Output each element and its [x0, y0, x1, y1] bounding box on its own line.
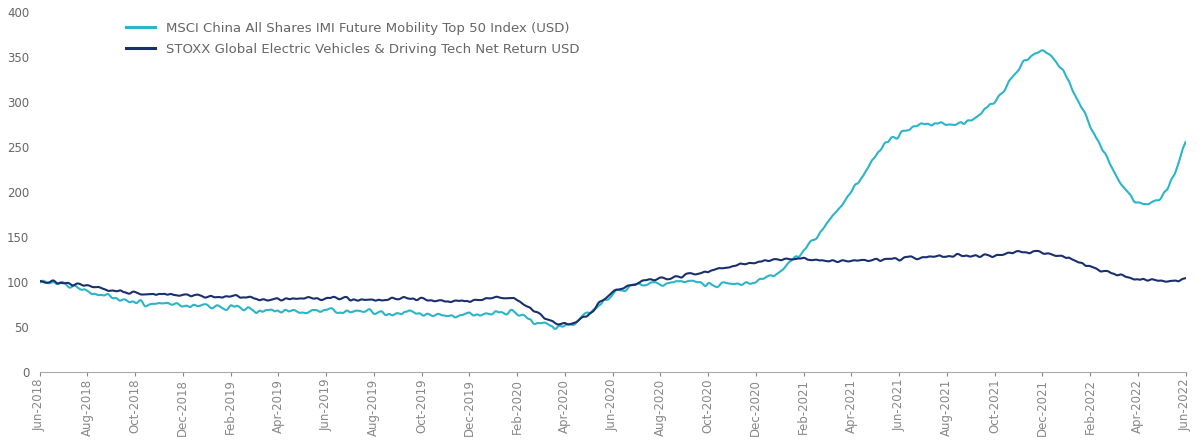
Legend: MSCI China All Shares IMI Future Mobility Top 50 Index (USD), STOXX Global Elect: MSCI China All Shares IMI Future Mobilit…	[126, 22, 579, 56]
